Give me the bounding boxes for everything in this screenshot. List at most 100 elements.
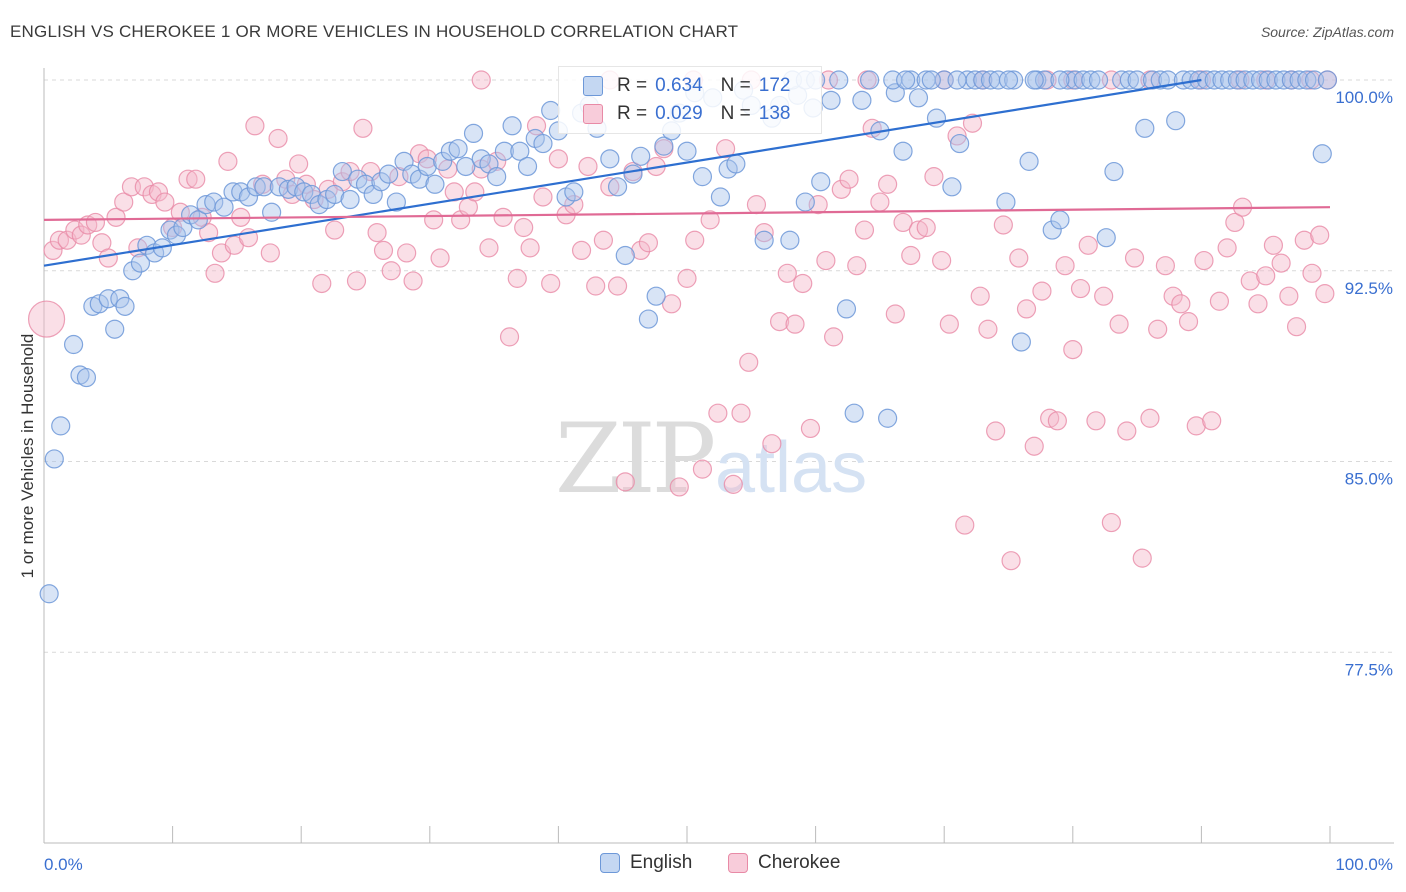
- cherokee-point: [870, 192, 890, 212]
- cherokee-point: [593, 230, 614, 250]
- x-tick-label: 0.0%: [44, 855, 83, 874]
- cherokee-point: [1171, 294, 1191, 314]
- cherokee-point: [340, 161, 360, 182]
- x-tick-label: 100.0%: [1335, 855, 1393, 874]
- cherokee-point: [1302, 263, 1322, 283]
- english-point: [325, 184, 345, 205]
- cherokee-point: [1078, 235, 1098, 255]
- english-point: [921, 70, 941, 90]
- cherokee-point: [98, 248, 118, 268]
- chart-title: ENGLISH VS CHEROKEE 1 OR MORE VEHICLES I…: [10, 22, 739, 41]
- english-point: [1220, 70, 1240, 90]
- cherokee-point: [1109, 314, 1129, 334]
- cherokee-point: [1225, 212, 1245, 233]
- cherokee-point: [205, 263, 225, 283]
- cherokee-point: [1016, 299, 1037, 319]
- english-point: [1250, 70, 1271, 90]
- cherokee-point: [218, 151, 238, 171]
- english-trend-line: [43, 78, 1202, 267]
- cherokee-point: [403, 271, 423, 291]
- english-swatch: [583, 76, 603, 96]
- cherokee-point: [708, 403, 728, 423]
- cherokee-point: [260, 243, 280, 263]
- english-point: [1058, 70, 1078, 90]
- cherokee-point: [692, 459, 713, 479]
- cherokee-point: [289, 154, 309, 174]
- cherokee-point: [1256, 266, 1276, 286]
- cherokee-point: [134, 177, 154, 197]
- english-point: [1034, 70, 1055, 90]
- english-point: [878, 408, 898, 428]
- english-point: [1235, 70, 1255, 90]
- english-point: [908, 88, 929, 108]
- cherokee-point: [1294, 230, 1314, 250]
- cherokee-point: [533, 187, 553, 207]
- cherokee-point: [962, 113, 983, 133]
- english-point: [564, 182, 584, 202]
- y-tick-label: 85.0%: [1345, 470, 1393, 489]
- cherokee-point: [723, 474, 743, 494]
- cherokee-point: [847, 256, 867, 276]
- english-point: [1312, 144, 1332, 164]
- english-point: [1081, 70, 1101, 90]
- legend-english-swatch: [600, 853, 620, 873]
- cherokee-point: [1148, 319, 1168, 339]
- cherokee-point: [731, 403, 751, 423]
- cherokee-point: [955, 515, 975, 535]
- english-point: [852, 90, 872, 110]
- english-point: [998, 70, 1019, 90]
- english-point: [1317, 70, 1338, 90]
- cherokee-point: [1186, 416, 1206, 436]
- english-point: [502, 116, 522, 136]
- cherokee-point: [970, 286, 990, 306]
- english-point: [238, 187, 259, 207]
- english-point: [1011, 332, 1031, 352]
- cherokee-point: [1315, 284, 1335, 304]
- english-point: [294, 182, 314, 202]
- english-n-value: 172: [758, 75, 791, 96]
- watermark: ZIP atlas: [555, 403, 867, 515]
- legend-cherokee-swatch: [728, 853, 748, 873]
- english-point: [456, 156, 476, 177]
- english-point: [487, 167, 507, 187]
- axes: [43, 68, 1394, 844]
- cherokee-point: [1024, 436, 1044, 456]
- english-point: [301, 184, 322, 205]
- cherokee-point: [932, 250, 952, 271]
- english-points: [39, 70, 1338, 604]
- cherokee-point: [854, 220, 875, 240]
- english-point: [433, 151, 453, 171]
- y-axis-label: 1 or more Vehicles in Household: [18, 334, 37, 579]
- english-point: [417, 156, 437, 177]
- cherokee-point: [754, 223, 774, 243]
- english-point: [1274, 70, 1294, 90]
- english-point: [494, 141, 514, 161]
- english-point: [1212, 70, 1232, 90]
- cherokee-point: [739, 352, 759, 372]
- cherokee-point: [325, 220, 345, 240]
- english-point: [860, 70, 880, 90]
- english-point: [1019, 151, 1039, 171]
- cherokee-point: [199, 223, 219, 243]
- cherokee-point: [638, 233, 659, 253]
- english-point: [98, 289, 118, 309]
- english-point: [615, 245, 635, 266]
- cherokee-point: [893, 212, 913, 233]
- stats-row-cherokee: R = 0.029 N = 138: [559, 99, 790, 129]
- english-point: [710, 187, 731, 207]
- english-point: [844, 403, 864, 423]
- cherokee-point: [800, 418, 821, 439]
- cherokee-point: [916, 217, 936, 238]
- english-point: [214, 197, 234, 217]
- cherokee-point: [1117, 421, 1137, 441]
- cherokee-point: [493, 207, 513, 227]
- cherokee-point: [155, 192, 175, 212]
- cherokee-point: [939, 314, 959, 334]
- english-point: [223, 182, 243, 202]
- english-point: [726, 154, 746, 174]
- english-point: [188, 210, 208, 230]
- english-point: [950, 133, 970, 154]
- cherokee-point: [1063, 339, 1083, 360]
- cherokee-point: [1047, 411, 1067, 431]
- english-point: [836, 299, 857, 319]
